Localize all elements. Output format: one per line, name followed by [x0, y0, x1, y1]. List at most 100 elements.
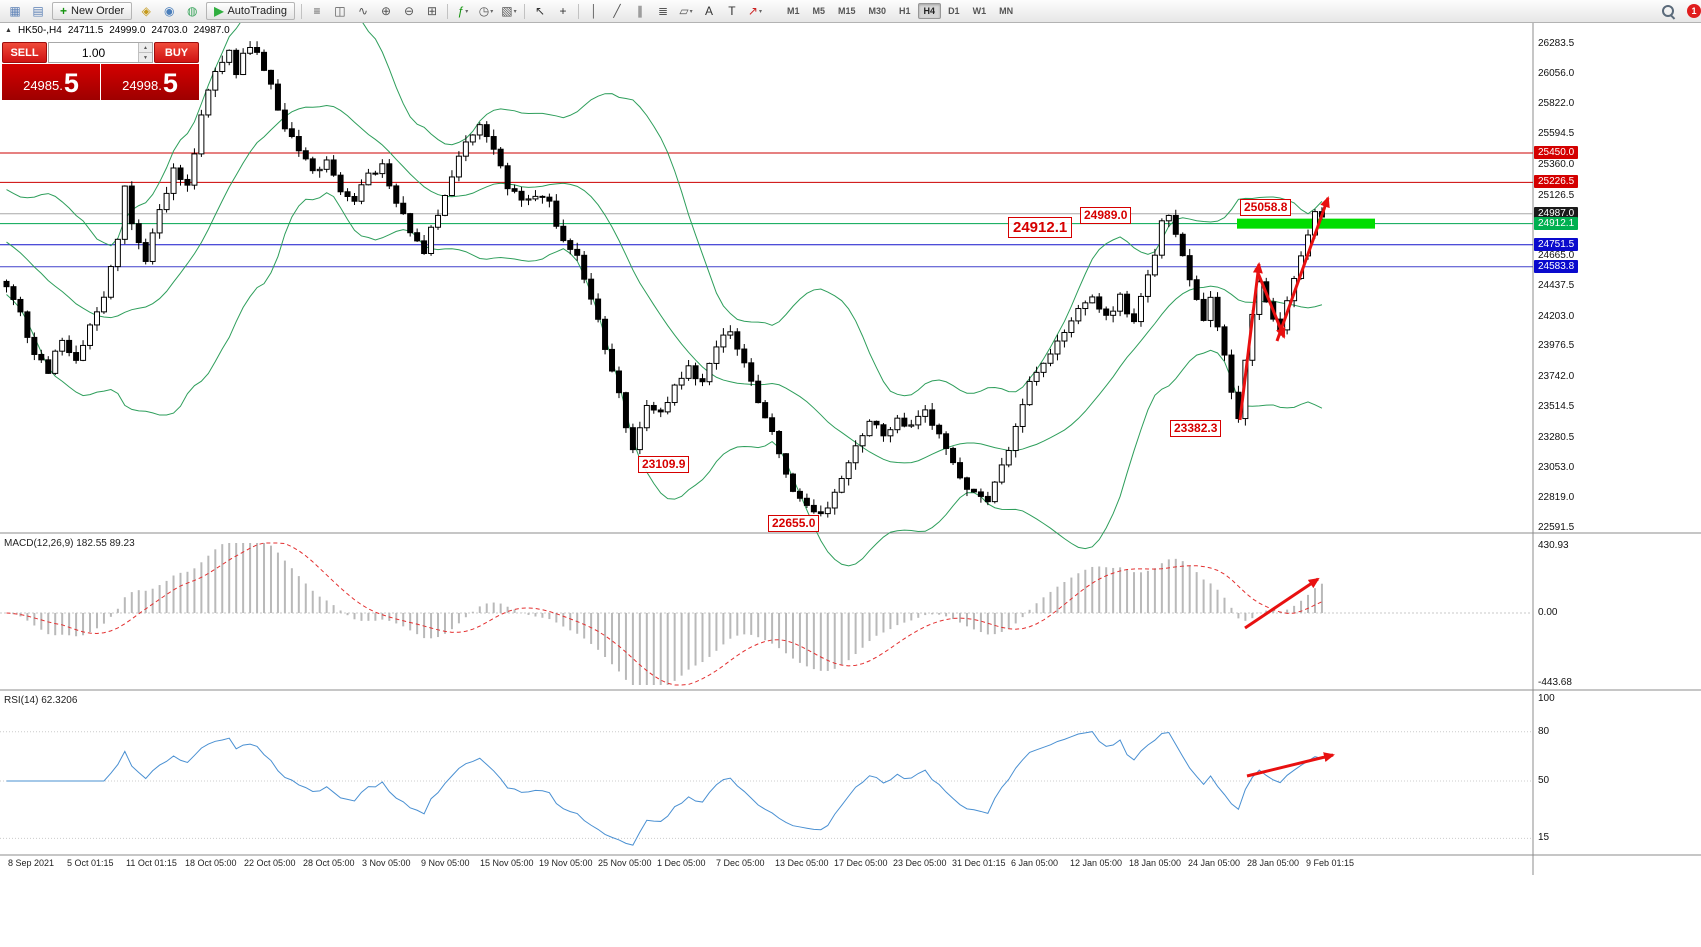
price-axis-label: 23514.5: [1538, 401, 1575, 413]
volume-down-button[interactable]: ▼: [139, 53, 152, 62]
autotrading-icon: ▶: [214, 4, 224, 18]
price-annotation[interactable]: 23109.9: [638, 456, 690, 473]
time-axis-label: 11 Oct 01:15: [126, 858, 177, 868]
timeframe-mn-button[interactable]: MN: [993, 3, 1019, 19]
macd-axis-label: 430.93: [1538, 540, 1569, 551]
time-axis-label: 15 Nov 05:00: [480, 858, 534, 868]
volume-up-button[interactable]: ▲: [139, 43, 152, 53]
data-window-icon[interactable]: ◈: [141, 4, 151, 18]
timeframe-h4-button[interactable]: H4: [917, 3, 942, 19]
price-tag: 25450.0: [1534, 146, 1579, 160]
timeframe-h1-button[interactable]: H1: [893, 3, 917, 19]
chart-high-value: 24999.0: [109, 25, 146, 36]
navigator-icon[interactable]: ◉: [163, 4, 175, 18]
text-icon[interactable]: A: [704, 4, 713, 18]
toolbar-separator: [446, 3, 448, 19]
bar-chart-icon[interactable]: ≡: [313, 4, 321, 18]
timeframe-m30-button[interactable]: M30: [863, 3, 893, 19]
price-axis-label: 26283.5: [1538, 37, 1575, 49]
time-axis-label: 18 Oct 05:00: [185, 858, 237, 868]
timeframe-group: M1 M5 M15 M30 H1 H4 D1 W1 MN: [781, 3, 1019, 19]
price-axis-label: 25126.5: [1538, 189, 1575, 201]
price-annotation[interactable]: 24989.0: [1080, 207, 1132, 224]
dropdown-arrow-icon: ▾: [465, 8, 469, 15]
timeframe-m1-button[interactable]: M1: [781, 3, 806, 19]
price-axis-label: 22819.0: [1538, 492, 1575, 504]
new-order-button[interactable]: + New Order: [52, 2, 133, 20]
fibonacci-icon[interactable]: ≣: [657, 4, 668, 18]
sell-price-pip-digit: 5: [63, 68, 79, 98]
price-axis-label: 26056.0: [1538, 67, 1575, 79]
toolbar-separator: [577, 3, 579, 19]
candlestick-chart-icon[interactable]: ◫: [334, 4, 346, 18]
price-axis-label: 25822.0: [1538, 98, 1575, 110]
search-icon[interactable]: [1657, 1, 1679, 21]
time-axis-label: 9 Feb 01:15: [1306, 858, 1355, 868]
arrows-icon[interactable]: ↗ ▾: [747, 4, 762, 18]
toolbar-item-group: ▦ ▤ + New Order ◈ ◉ ◍ ▶ AutoTrading ≡ ◫ ∿ ⊕ ⊖ ⊞ ƒ ▾ ◷ ▾ ▧ ▾ ↖…: [4, 1, 766, 21]
tile-windows-icon[interactable]: ⊞: [426, 4, 437, 18]
toolbar-separator: [300, 3, 302, 19]
vertical-line-icon[interactable]: │: [590, 4, 598, 18]
equidistant-channel-icon[interactable]: ∥: [636, 4, 643, 18]
price-axis-label: 24437.5: [1538, 279, 1575, 291]
timeframe-m5-button[interactable]: M5: [806, 3, 831, 19]
price-annotation[interactable]: 23382.3: [1170, 420, 1222, 437]
zoom-in-icon[interactable]: ⊕: [380, 4, 391, 18]
dropdown-arrow-icon: ▾: [758, 8, 762, 15]
timeframe-m15-button[interactable]: M15: [832, 3, 862, 19]
new-order-icon: +: [60, 4, 68, 18]
trendline-icon[interactable]: ╱: [613, 4, 621, 18]
time-axis-label: 31 Dec 01:15: [952, 858, 1006, 868]
sell-button[interactable]: SELL: [2, 42, 47, 63]
line-chart-icon[interactable]: ∿: [357, 4, 368, 18]
toolbar-separator: [523, 3, 525, 19]
chart-window-icon[interactable]: ▤: [32, 4, 44, 18]
timeframe-w1-button[interactable]: W1: [967, 3, 993, 19]
sell-price-display[interactable]: 24985. 5: [2, 64, 100, 100]
time-axis-label: 19 Nov 05:00: [539, 858, 593, 868]
chart-grid-icon[interactable]: ▦: [9, 4, 21, 18]
terminal-icon[interactable]: ◍: [186, 4, 198, 18]
templates-icon[interactable]: ▧ ▾: [501, 4, 517, 18]
macd-axis-label: -443.68: [1538, 677, 1572, 688]
dropdown-arrow-icon: ▾: [689, 8, 693, 15]
notification-badge[interactable]: 1: [1687, 4, 1701, 18]
buy-price-display[interactable]: 24998. 5: [101, 64, 199, 100]
price-annotation[interactable]: 25058.8: [1240, 199, 1292, 216]
time-axis-label: 5 Oct 01:15: [67, 858, 114, 868]
rsi-label: RSI(14) 62.3206: [4, 695, 78, 706]
shapes-icon[interactable]: ▱ ▾: [679, 4, 693, 18]
price-annotation[interactable]: 24912.1: [1008, 217, 1073, 238]
time-axis-label: 23 Dec 05:00: [893, 858, 947, 868]
cursor-icon[interactable]: ↖: [534, 4, 545, 18]
volume-input[interactable]: [49, 43, 138, 62]
chart-close-value: 24987.0: [193, 25, 230, 36]
timeframe-d1-button[interactable]: D1: [942, 3, 966, 19]
chart-open-value: 24711.5: [67, 25, 104, 36]
one-click-trading-panel: SELL ▲ ▼ BUY 24985. 5 24998. 5: [2, 42, 199, 100]
buy-price-value: 24998.: [122, 78, 162, 93]
time-axis-label: 17 Dec 05:00: [834, 858, 888, 868]
time-axis-label: 3 Nov 05:00: [362, 858, 411, 868]
indicators-icon[interactable]: ƒ ▾: [457, 4, 469, 18]
buy-button[interactable]: BUY: [154, 42, 199, 63]
dropdown-arrow-icon: ▾: [490, 8, 494, 15]
price-tag: 24987.0: [1534, 206, 1579, 220]
crosshair-icon[interactable]: +: [559, 4, 567, 18]
time-axis-label: 12 Jan 05:00: [1070, 858, 1123, 868]
rsi-axis-label: 50: [1538, 775, 1550, 786]
periods-icon[interactable]: ◷ ▾: [478, 4, 494, 18]
chart-symbol-period: HK50-,H4: [17, 25, 62, 36]
price-tag: 25226.5: [1534, 175, 1579, 189]
macd-axis-label: 0.00: [1538, 606, 1558, 618]
zoom-out-icon[interactable]: ⊖: [403, 4, 414, 18]
buy-price-pip-digit: 5: [162, 68, 178, 98]
sell-price-value: 24985.: [23, 78, 63, 93]
time-axis-label: 28 Jan 05:00: [1247, 858, 1300, 868]
autotrading-button[interactable]: ▶ AutoTrading: [206, 2, 295, 20]
text-label-icon[interactable]: T: [728, 4, 736, 18]
time-axis-label: 6 Jan 05:00: [1011, 858, 1059, 868]
price-annotation[interactable]: 22655.0: [768, 515, 820, 532]
